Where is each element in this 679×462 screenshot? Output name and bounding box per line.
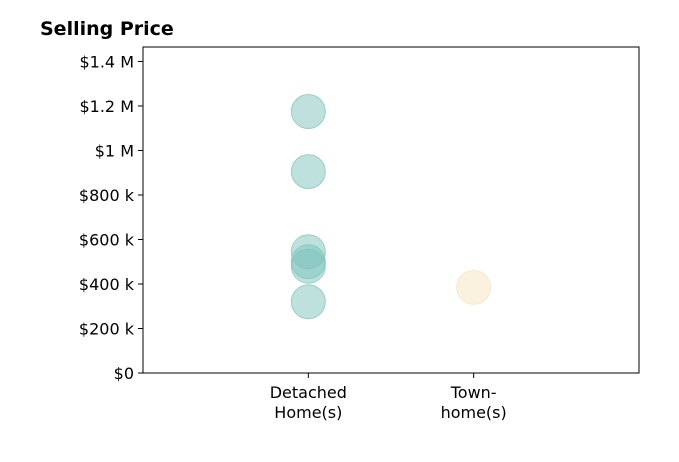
y-tick-label: $1.4 M — [79, 52, 134, 71]
y-tick-label: $1.2 M — [79, 97, 134, 116]
y-tick-label: $0 — [114, 364, 134, 383]
data-points — [290, 94, 492, 320]
y-tick-label: $600 k — [79, 230, 135, 249]
y-tick-label: $200 k — [79, 319, 135, 338]
y-tick-label: $800 k — [79, 186, 135, 205]
y-tick-label: $400 k — [79, 275, 135, 294]
chart-title: Selling Price — [40, 18, 174, 40]
data-point — [290, 154, 326, 190]
y-tick-label: $1 M — [95, 141, 134, 160]
x-tick-label: Town- — [450, 383, 497, 402]
x-tick-label: home(s) — [441, 403, 507, 422]
x-tick-label: Detached — [270, 383, 347, 402]
data-point — [290, 284, 326, 320]
data-point — [290, 248, 326, 284]
data-point — [290, 94, 326, 130]
x-tick-label: Home(s) — [274, 403, 342, 422]
y-axis: $0 $200 k $400 k $600 k $800 k $1 M $1.2 M $1.4… — [79, 52, 143, 383]
data-point — [456, 269, 492, 305]
plot-frame — [142, 46, 640, 374]
